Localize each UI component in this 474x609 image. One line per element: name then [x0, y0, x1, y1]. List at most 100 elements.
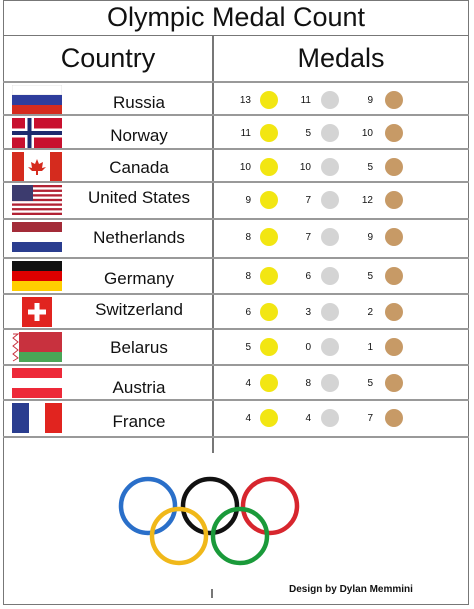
country-name: Belarus — [110, 338, 168, 357]
table-row: Belarus 5 0 1 — [3, 330, 469, 365]
red-ring — [240, 476, 300, 536]
country-name: Austria — [112, 378, 166, 397]
country-name: Canada — [109, 158, 169, 177]
bronze-medal-icon — [385, 374, 403, 392]
gold-count: 5 — [245, 342, 251, 353]
silver-medal-icon — [321, 409, 339, 427]
blue-ring — [118, 476, 178, 536]
silver-medal-icon — [321, 303, 339, 321]
bronze-count: 5 — [367, 378, 373, 389]
usa-flag-icon — [12, 185, 62, 215]
silver-medal-icon — [321, 124, 339, 142]
bronze-medal-icon — [385, 267, 403, 285]
france-flag-icon — [12, 403, 62, 433]
silver-medal-icon — [321, 228, 339, 246]
silver-count: 6 — [305, 271, 311, 282]
silver-count: 11 — [300, 95, 311, 106]
table-row: France 4 4 7 — [3, 401, 469, 436]
row-divider — [3, 436, 469, 438]
bronze-count: 7 — [367, 413, 373, 424]
row-divider — [3, 148, 469, 150]
row-divider — [3, 218, 469, 220]
country-name: Switzerland — [95, 300, 183, 319]
silver-medal-icon — [321, 191, 339, 209]
silver-count: 7 — [305, 195, 311, 206]
austria-flag-icon — [12, 368, 62, 398]
country-name: United States — [87, 188, 191, 207]
row-divider — [3, 257, 469, 259]
canada-flag-icon — [12, 152, 62, 182]
bronze-count: 1 — [367, 342, 373, 353]
gold-count: 4 — [245, 413, 251, 424]
bronze-medal-icon — [385, 409, 403, 427]
gold-count: 8 — [245, 232, 251, 243]
silver-count: 10 — [299, 162, 311, 173]
silver-count: 8 — [305, 378, 311, 389]
designer-credit: Design by Dylan Memmini — [289, 584, 413, 595]
green-ring — [210, 506, 270, 566]
table-row: Austria 4 8 5 — [3, 366, 469, 401]
bronze-medal-icon — [385, 191, 403, 209]
gold-count: 8 — [245, 271, 251, 282]
silver-count: 7 — [305, 232, 311, 243]
yellow-ring — [149, 506, 209, 566]
silver-medal-icon — [321, 91, 339, 109]
row-divider — [3, 364, 469, 366]
medals-column-header: Medals — [297, 43, 385, 73]
table-row: United States 9 7 12 — [3, 183, 469, 218]
silver-count: 3 — [305, 307, 311, 318]
column-divider-tick — [211, 589, 213, 598]
column-divider — [212, 36, 214, 453]
gold-medal-icon — [260, 191, 278, 209]
table-row: Canada 10 10 5 — [3, 150, 469, 185]
silver-medal-icon — [321, 158, 339, 176]
gold-medal-icon — [260, 124, 278, 142]
row-divider — [3, 181, 469, 183]
gold-medal-icon — [260, 409, 278, 427]
silver-medal-icon — [321, 267, 339, 285]
gold-medal-icon — [260, 338, 278, 356]
silver-count: 5 — [305, 128, 311, 139]
bronze-count: 10 — [361, 128, 373, 139]
country-name: Netherlands — [93, 228, 185, 247]
gold-medal-icon — [260, 267, 278, 285]
gold-count: 10 — [239, 162, 251, 173]
table-row: Norway 11 5 10 — [3, 116, 469, 151]
gold-count: 11 — [240, 128, 251, 139]
silver-medal-icon — [321, 338, 339, 356]
russia-flag-icon — [12, 85, 62, 115]
gold-medal-icon — [260, 374, 278, 392]
bronze-medal-icon — [385, 91, 403, 109]
gold-medal-icon — [260, 303, 278, 321]
black-ring — [180, 476, 240, 536]
gold-count: 4 — [245, 378, 251, 389]
bronze-medal-icon — [385, 158, 403, 176]
bronze-count: 12 — [361, 195, 373, 206]
bronze-medal-icon — [385, 124, 403, 142]
bronze-count: 2 — [367, 307, 373, 318]
silver-count: 0 — [305, 342, 311, 353]
gold-medal-icon — [260, 91, 278, 109]
gold-count: 13 — [239, 95, 251, 106]
page-title: Olympic Medal Count — [3, 0, 469, 36]
bronze-medal-icon — [385, 338, 403, 356]
country-name: France — [112, 412, 166, 431]
norway-flag-icon — [12, 118, 62, 148]
row-divider — [3, 293, 469, 295]
row-divider — [3, 399, 469, 401]
netherlands-flag-icon — [12, 222, 62, 252]
silver-count: 4 — [305, 413, 311, 424]
switzerland-flag-icon — [22, 297, 52, 327]
country-column-header: Country — [60, 43, 156, 73]
table-row: Netherlands 8 7 9 — [3, 220, 469, 255]
country-name: Russia — [113, 93, 165, 112]
bronze-medal-icon — [385, 303, 403, 321]
country-name: Norway — [110, 126, 168, 145]
row-divider — [3, 81, 469, 83]
bronze-count: 5 — [367, 271, 373, 282]
bronze-medal-icon — [385, 228, 403, 246]
gold-count: 9 — [245, 195, 251, 206]
belarus-flag-icon — [12, 332, 62, 362]
gold-count: 6 — [245, 307, 251, 318]
silver-medal-icon — [321, 374, 339, 392]
